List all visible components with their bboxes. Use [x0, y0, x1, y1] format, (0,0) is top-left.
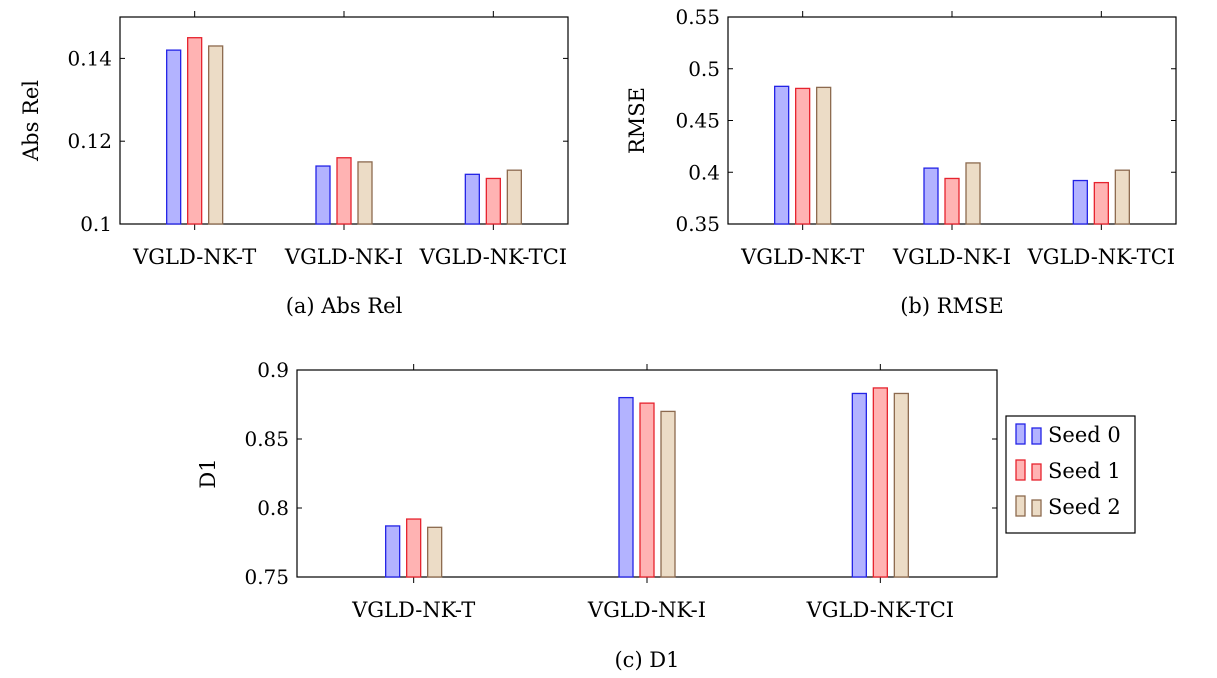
- bar-seed-2-vgld-nk-t: [208, 45, 224, 225]
- bar-seed-0-vgld-nk-t: [385, 525, 401, 578]
- y-tick-label: 0.45: [675, 109, 720, 133]
- chart-caption: (a) Abs Rel: [286, 294, 403, 318]
- bar-seed-0-vgld-nk-i: [923, 167, 939, 225]
- bar-seed-2-vgld-nk-t: [816, 86, 832, 225]
- bar-seed-0-vgld-nk-i: [618, 396, 634, 578]
- bar-seed-0-vgld-nk-i: [315, 165, 331, 225]
- x-tick-label: VGLD-NK-T: [740, 245, 864, 269]
- y-tick-label: 0.55: [675, 5, 720, 29]
- bar-seed-1-vgld-nk-i: [944, 177, 960, 225]
- x-tick-label: VGLD-NK-T: [132, 245, 256, 269]
- chart-d1: 0.75 0.8 0.85 0.9 VGLD-NK-T VGLD-NK-I VGLD-NK-…: [196, 358, 998, 672]
- bar-seed-0-vgld-nk-t: [166, 49, 182, 225]
- legend-label: Seed 2: [1048, 495, 1121, 519]
- y-axis-label: D1: [196, 458, 220, 488]
- legend: Seed 0 Seed 1 Seed 2: [1005, 415, 1136, 534]
- y-tick-label: 0.12: [67, 129, 112, 153]
- y-tick-label: 0.35: [675, 212, 720, 236]
- chart-abs-rel: 0.1 0.12 0.14 VGLD-NK-T VGLD-NK-I VGLD-NK-TCI…: [19, 11, 569, 318]
- y-tick-label: 0.9: [257, 358, 289, 382]
- legend-label: Seed 0: [1048, 423, 1121, 447]
- bar-seed-1-vgld-nk-tci: [1093, 181, 1109, 225]
- legend-swatch: [1031, 499, 1042, 517]
- y-axis-label: Abs Rel: [19, 80, 43, 162]
- y-axis-label: RMSE: [625, 87, 649, 154]
- bar-seed-0-vgld-nk-tci: [1072, 179, 1088, 225]
- legend-swatch: [1015, 423, 1026, 445]
- chart-caption: (c) D1: [614, 648, 679, 672]
- chart-rmse: 0.35 0.4 0.45 0.5 0.55 VGLD-NK-T VGLD-NK-I VGLD…: [625, 5, 1177, 318]
- bar-seed-2-vgld-nk-i: [357, 161, 373, 225]
- x-tick-label: VGLD-NK-I: [587, 598, 706, 622]
- x-tick-label: VGLD-NK-TCI: [419, 245, 567, 269]
- legend-label: Seed 1: [1048, 459, 1121, 483]
- y-tick-label: 0.14: [67, 46, 112, 70]
- bar-seed-2-vgld-nk-tci: [1114, 169, 1130, 225]
- y-tick-label: 0.8: [257, 496, 289, 520]
- chart-caption: (b) RMSE: [900, 294, 1004, 318]
- bar-seed-2-vgld-nk-tci: [506, 169, 522, 225]
- x-tick-label: VGLD-NK-T: [351, 598, 475, 622]
- bar-seed-1-vgld-nk-t: [406, 518, 422, 578]
- bar-seed-1-vgld-nk-tci: [872, 387, 888, 578]
- bar-seed-1-vgld-nk-t: [795, 87, 811, 225]
- legend-swatch: [1031, 427, 1042, 445]
- y-tick-label: 0.75: [244, 565, 289, 589]
- bar-seed-0-vgld-nk-t: [774, 85, 790, 225]
- legend-swatch: [1015, 495, 1026, 517]
- bar-seed-0-vgld-nk-tci: [851, 392, 867, 578]
- y-tick-label: 0.4: [688, 160, 720, 184]
- y-tick-label: 0.85: [244, 427, 289, 451]
- legend-box: [1005, 415, 1136, 534]
- x-tick-label: VGLD-NK-TCI: [806, 598, 954, 622]
- x-tick-label: VGLD-NK-TCI: [1027, 245, 1175, 269]
- legend-swatch: [1015, 459, 1026, 481]
- bar-seed-1-vgld-nk-i: [639, 402, 655, 578]
- bar-seed-1-vgld-nk-t: [187, 37, 203, 225]
- bar-seed-2-vgld-nk-t: [427, 526, 443, 578]
- x-tick-label: VGLD-NK-I: [284, 245, 403, 269]
- x-tick-label: VGLD-NK-I: [892, 245, 1011, 269]
- y-tick-label: 0.1: [80, 212, 112, 236]
- bar-seed-2-vgld-nk-i: [660, 410, 676, 578]
- bar-seed-0-vgld-nk-tci: [464, 173, 480, 225]
- bar-seed-2-vgld-nk-tci: [893, 392, 909, 578]
- y-tick-label: 0.5: [688, 57, 720, 81]
- bar-seed-2-vgld-nk-i: [965, 162, 981, 225]
- bar-seed-1-vgld-nk-i: [336, 157, 352, 225]
- legend-swatch: [1031, 463, 1042, 481]
- bar-seed-1-vgld-nk-tci: [485, 177, 501, 225]
